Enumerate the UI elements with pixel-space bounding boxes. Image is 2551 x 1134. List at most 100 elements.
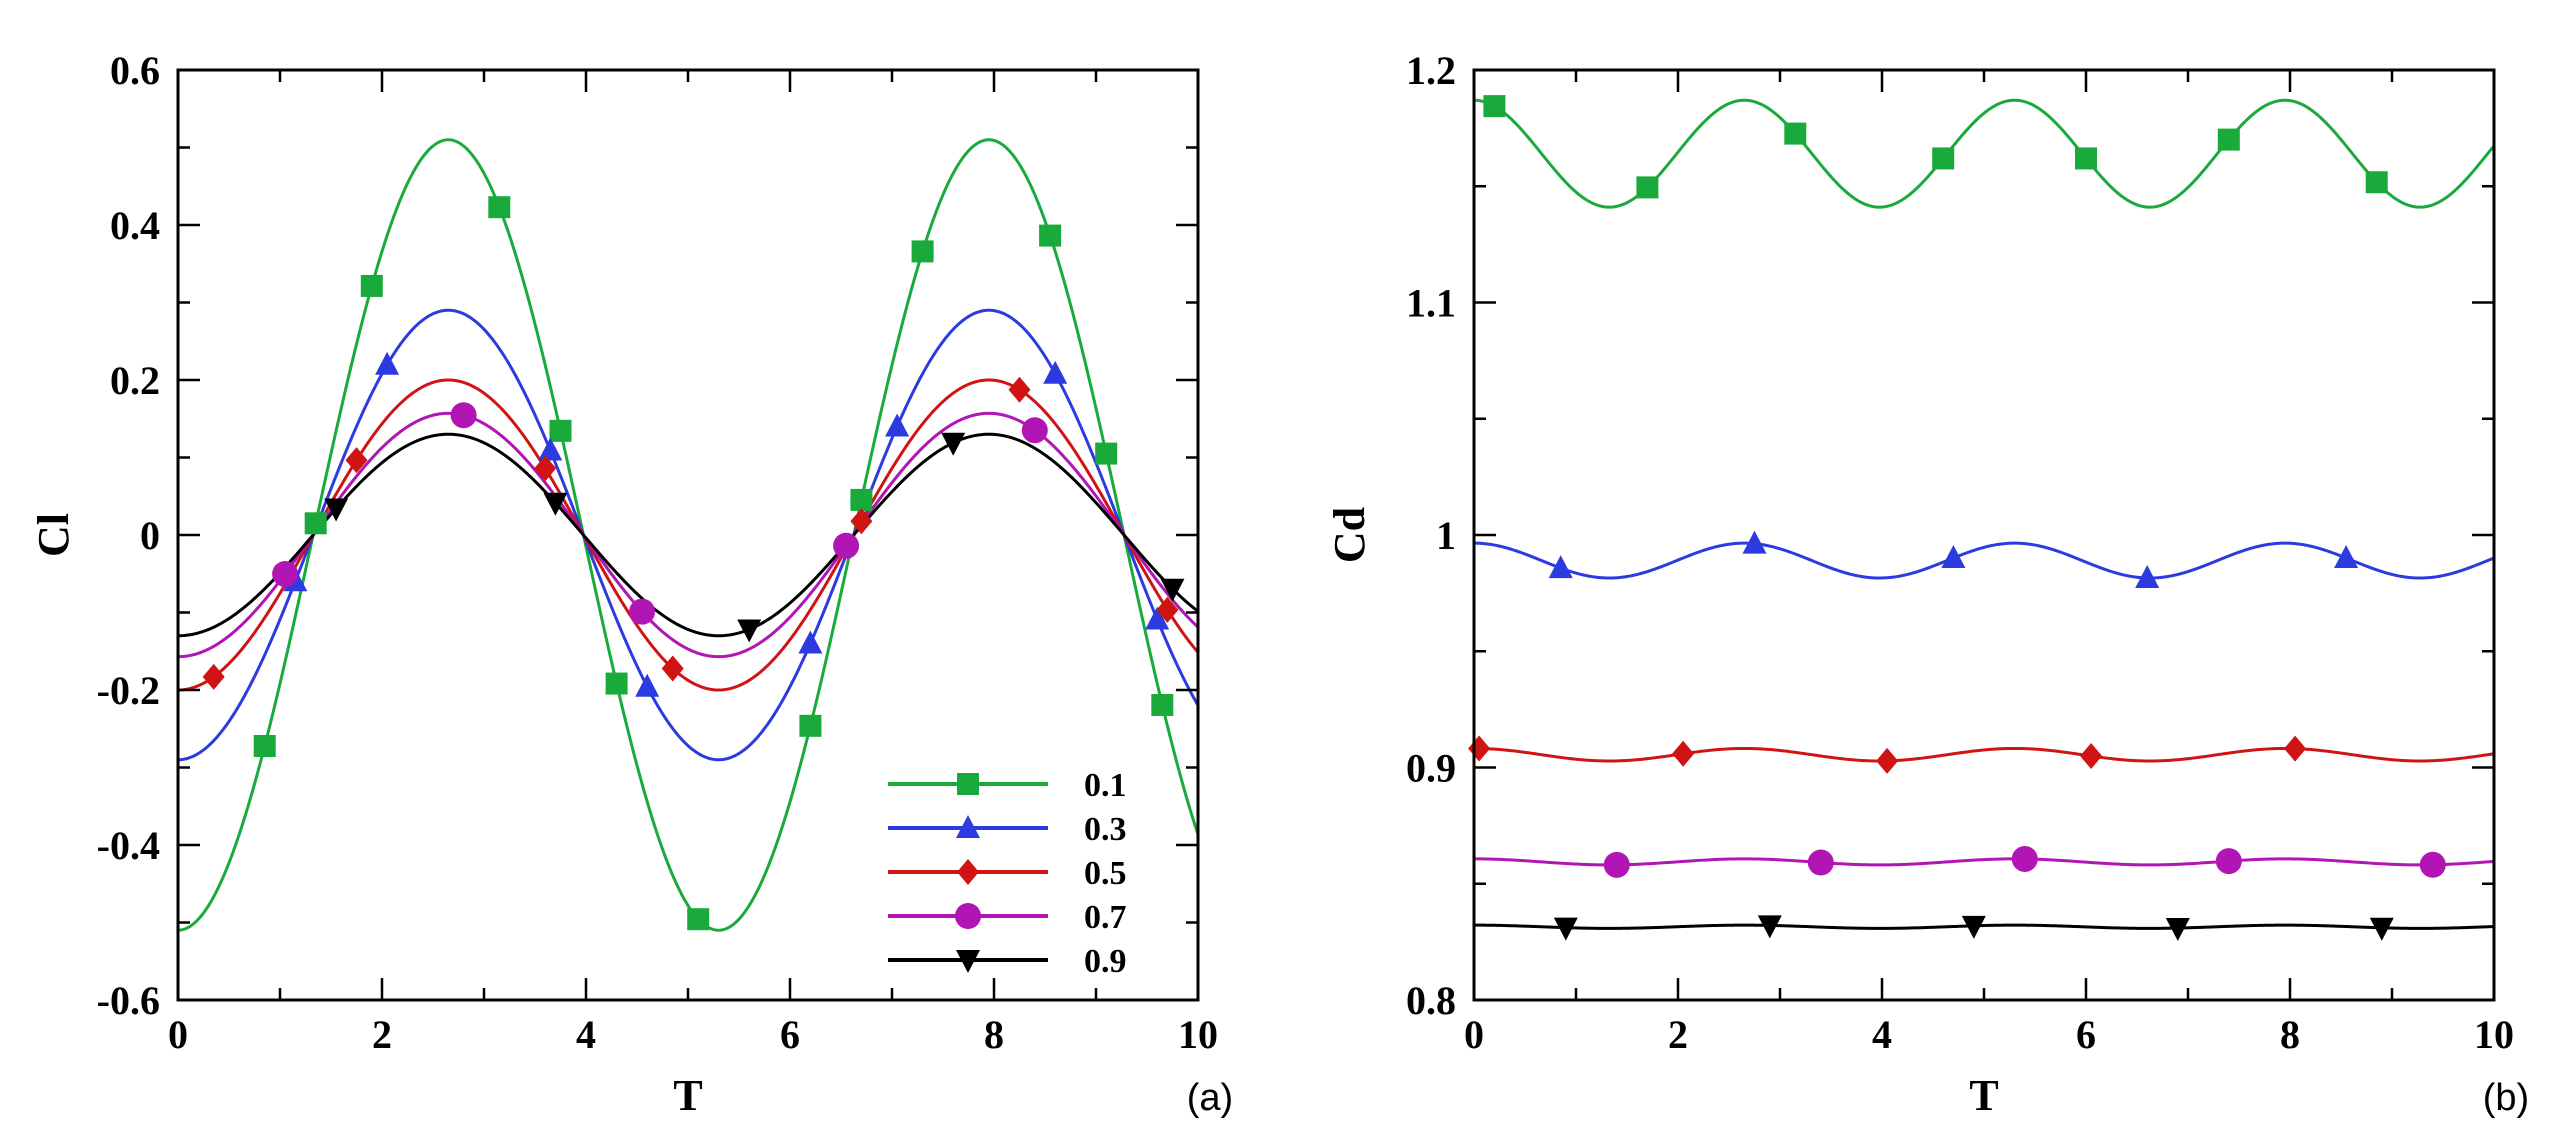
x-tick-label: 2 bbox=[1668, 1012, 1688, 1057]
legend-marker bbox=[957, 859, 979, 885]
data-point-0.1 bbox=[1932, 147, 1955, 170]
y-tick-label: 1.1 bbox=[1406, 281, 1456, 326]
data-point-0.1 bbox=[2217, 128, 2240, 151]
series-line-0.1 bbox=[178, 138, 1198, 932]
y-tick-label: 0.8 bbox=[1406, 978, 1456, 1023]
y-tick-label: -0.2 bbox=[97, 668, 160, 713]
data-point-0.5 bbox=[850, 508, 873, 535]
data-point-0.5 bbox=[661, 655, 684, 682]
y-tick-label: 0.4 bbox=[110, 203, 160, 248]
y-tick-label: -0.6 bbox=[97, 978, 160, 1023]
data-point-0.5 bbox=[2284, 735, 2307, 762]
data-point-0.1 bbox=[1636, 176, 1659, 199]
data-point-0.9 bbox=[1757, 915, 1782, 939]
data-point-0.3 bbox=[2334, 545, 2359, 569]
data-point-0.5 bbox=[2080, 743, 2103, 770]
x-tick-label: 2 bbox=[372, 1012, 392, 1057]
data-point-0.1 bbox=[2365, 171, 2388, 194]
legend-marker bbox=[957, 773, 979, 795]
data-point-0.3 bbox=[1043, 360, 1068, 384]
series-markers bbox=[202, 196, 1185, 931]
legend-label: 0.7 bbox=[1084, 899, 1127, 936]
x-tick-label: 4 bbox=[576, 1012, 596, 1057]
y-tick-label: 0.6 bbox=[110, 48, 160, 93]
data-point-0.3 bbox=[1145, 606, 1170, 630]
data-point-0.9 bbox=[737, 619, 762, 643]
data-point-0.5 bbox=[202, 663, 225, 690]
y-axis-title: Cl bbox=[29, 513, 78, 557]
y-tick-label: -0.4 bbox=[97, 823, 160, 868]
series-lines bbox=[178, 138, 1198, 932]
series-line-0.3 bbox=[1474, 541, 2494, 580]
data-point-0.7 bbox=[450, 402, 477, 429]
series-line-0.7 bbox=[1474, 857, 2494, 867]
x-tick-label: 8 bbox=[984, 1012, 1004, 1057]
x-tick-label: 6 bbox=[2076, 1012, 2096, 1057]
legend: 0.1 0.3 0.5 0.7 0.9 bbox=[888, 767, 1127, 980]
data-point-0.1 bbox=[360, 274, 383, 297]
data-point-0.7 bbox=[1603, 851, 1630, 878]
data-point-0.5 bbox=[1672, 740, 1695, 767]
data-point-0.3 bbox=[2135, 564, 2160, 588]
data-point-0.9 bbox=[2369, 917, 2394, 941]
panel-b-cd-chart: 0 2 4 6 8 10 0.8 0.9 1 1.1 1.2 T Cd (b) bbox=[1325, 48, 2529, 1120]
y-tick-label: 1.2 bbox=[1406, 48, 1456, 93]
data-point-0.9 bbox=[1961, 915, 1986, 939]
data-point-0.3 bbox=[1742, 530, 1767, 554]
x-tick-label: 6 bbox=[780, 1012, 800, 1057]
data-point-0.5 bbox=[1876, 747, 1899, 774]
series-line-0.9 bbox=[178, 432, 1198, 638]
series-line-0.5 bbox=[1474, 746, 2494, 763]
data-point-0.5 bbox=[345, 447, 368, 474]
legend-marker bbox=[955, 903, 981, 929]
legend-item-0.9: 0.9 bbox=[888, 943, 1127, 980]
data-point-0.1 bbox=[1483, 95, 1506, 118]
x-tick-label: 4 bbox=[1872, 1012, 1892, 1057]
data-point-0.7 bbox=[833, 532, 860, 559]
data-point-0.9 bbox=[543, 492, 568, 516]
data-point-0.7 bbox=[272, 560, 299, 587]
y-tick-label: 0.2 bbox=[110, 358, 160, 403]
data-point-0.3 bbox=[1941, 545, 1966, 569]
x-tick-label: 0 bbox=[1464, 1012, 1484, 1057]
data-point-0.1 bbox=[488, 196, 511, 219]
data-point-0.9 bbox=[324, 498, 349, 522]
legend-label: 0.9 bbox=[1084, 943, 1127, 980]
x-tick-label: 10 bbox=[2474, 1012, 2514, 1057]
data-point-0.3 bbox=[375, 351, 400, 375]
data-point-0.7 bbox=[1807, 849, 1834, 876]
data-point-0.5 bbox=[1156, 596, 1179, 623]
data-point-0.1 bbox=[304, 512, 327, 535]
data-point-0.1 bbox=[687, 908, 710, 931]
data-point-0.1 bbox=[799, 714, 822, 737]
data-point-0.1 bbox=[911, 240, 934, 263]
data-point-0.1 bbox=[1151, 693, 1174, 716]
panel-a-cl-chart: 0 2 4 6 8 10-0.6-0.4-0.200.20.40.6TCl(a)0.10.… bbox=[29, 48, 1233, 1120]
x-axis-title: T bbox=[1969, 1071, 1998, 1120]
legend-label: 0.5 bbox=[1084, 855, 1127, 892]
x-tick-label: 8 bbox=[2280, 1012, 2300, 1057]
data-point-0.1 bbox=[2075, 147, 2097, 170]
legend-item-0.5: 0.5 bbox=[888, 855, 1127, 892]
data-point-0.3 bbox=[1548, 555, 1573, 579]
y-tick-label: 1 bbox=[1436, 513, 1456, 558]
series-markers bbox=[1468, 95, 2446, 942]
data-point-0.3 bbox=[635, 673, 660, 697]
data-point-0.5 bbox=[534, 455, 557, 482]
data-point-0.5 bbox=[1468, 735, 1491, 762]
data-point-0.9 bbox=[2165, 918, 2190, 942]
data-point-0.7 bbox=[2011, 845, 2038, 872]
data-point-0.3 bbox=[885, 413, 910, 437]
y-tick-label: 0.9 bbox=[1406, 746, 1456, 791]
x-tick-label: 10 bbox=[1178, 1012, 1218, 1057]
legend-marker bbox=[956, 815, 980, 838]
data-point-0.1 bbox=[1095, 442, 1118, 465]
series-line-0.1 bbox=[1474, 98, 2494, 209]
series-line-0.3 bbox=[178, 308, 1198, 762]
data-point-0.1 bbox=[1039, 224, 1062, 247]
series-lines bbox=[1474, 98, 2494, 930]
data-point-0.5 bbox=[1008, 376, 1031, 403]
x-tick-label: 0 bbox=[168, 1012, 188, 1057]
data-point-0.1 bbox=[1784, 122, 1807, 145]
